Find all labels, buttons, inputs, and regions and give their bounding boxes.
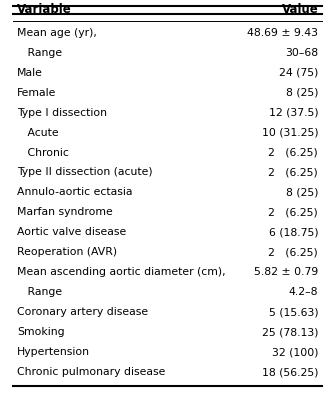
- Text: Chronic: Chronic: [17, 147, 69, 158]
- Text: Reoperation (AVR): Reoperation (AVR): [17, 247, 117, 257]
- Text: 8 (25): 8 (25): [286, 187, 318, 197]
- Text: Mean ascending aortic diameter (cm),: Mean ascending aortic diameter (cm),: [17, 267, 225, 277]
- Text: Variable: Variable: [17, 3, 71, 17]
- Text: Value: Value: [281, 3, 318, 17]
- Text: Marfan syndrome: Marfan syndrome: [17, 208, 113, 217]
- Text: Male: Male: [17, 68, 43, 78]
- Text: Smoking: Smoking: [17, 327, 64, 337]
- Text: 8 (25): 8 (25): [286, 88, 318, 97]
- Text: Aortic valve disease: Aortic valve disease: [17, 227, 126, 237]
- Text: 48.69 ± 9.43: 48.69 ± 9.43: [247, 28, 318, 38]
- Text: 2   (6.25): 2 (6.25): [268, 208, 318, 217]
- Text: 5.82 ± 0.79: 5.82 ± 0.79: [254, 267, 318, 277]
- Text: Annulo-aortic ectasia: Annulo-aortic ectasia: [17, 187, 132, 197]
- Text: 2   (6.25): 2 (6.25): [268, 167, 318, 178]
- Text: Mean age (yr),: Mean age (yr),: [17, 28, 96, 38]
- Text: Coronary artery disease: Coronary artery disease: [17, 307, 148, 317]
- Text: Hypertension: Hypertension: [17, 347, 90, 357]
- Text: 2   (6.25): 2 (6.25): [268, 147, 318, 158]
- Text: Type I dissection: Type I dissection: [17, 108, 107, 118]
- Text: Type II dissection (acute): Type II dissection (acute): [17, 167, 152, 178]
- Text: 10 (31.25): 10 (31.25): [262, 128, 318, 138]
- Text: Acute: Acute: [17, 128, 58, 138]
- Text: Chronic pulmonary disease: Chronic pulmonary disease: [17, 367, 165, 377]
- Text: 32 (100): 32 (100): [272, 347, 318, 357]
- Text: 4.2–8: 4.2–8: [289, 287, 318, 297]
- Text: 5 (15.63): 5 (15.63): [269, 307, 318, 317]
- Text: 18 (56.25): 18 (56.25): [262, 367, 318, 377]
- Text: 24 (75): 24 (75): [279, 68, 318, 78]
- Text: 30–68: 30–68: [285, 48, 318, 58]
- Text: Female: Female: [17, 88, 56, 97]
- Text: 6 (18.75): 6 (18.75): [269, 227, 318, 237]
- Text: Range: Range: [17, 48, 62, 58]
- Text: 25 (78.13): 25 (78.13): [262, 327, 318, 337]
- Text: 12 (37.5): 12 (37.5): [269, 108, 318, 118]
- Text: 2   (6.25): 2 (6.25): [268, 247, 318, 257]
- Text: Range: Range: [17, 287, 62, 297]
